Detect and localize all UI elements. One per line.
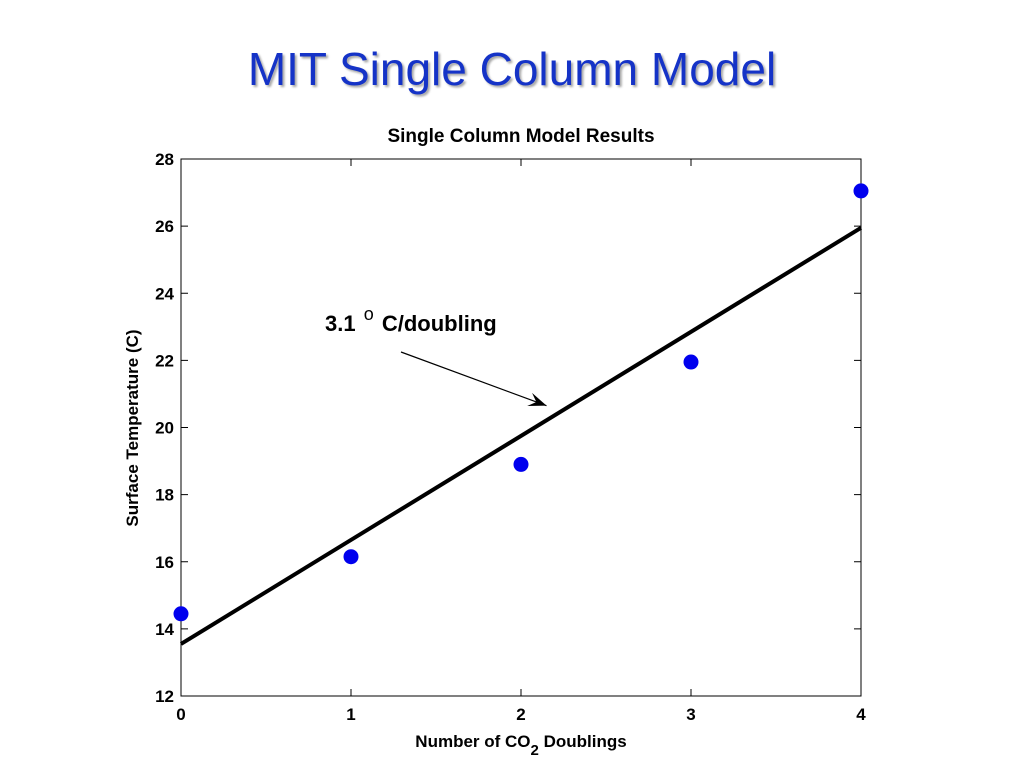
y-tick-label: 26 bbox=[155, 217, 174, 236]
x-axis-label-suffix: Doublings bbox=[539, 732, 627, 751]
plot-frame bbox=[180, 158, 862, 697]
slide-title: MIT Single Column Model bbox=[247, 43, 777, 95]
chart-title: Single Column Model Results bbox=[387, 126, 654, 147]
y-axis-label: Surface Temperature (C) bbox=[123, 329, 142, 526]
data-point bbox=[343, 549, 359, 565]
x-axis-label-subscript: 2 bbox=[531, 742, 539, 759]
y-tick-label: 24 bbox=[155, 284, 174, 303]
x-axis-label-prefix: Number of CO bbox=[415, 732, 530, 751]
x-tick-label: 1 bbox=[346, 705, 355, 724]
data-point bbox=[853, 183, 869, 199]
x-tick-label: 4 bbox=[856, 705, 866, 724]
x-tick-label: 3 bbox=[686, 705, 695, 724]
y-tick-label: 18 bbox=[155, 486, 174, 505]
y-tick-label: 12 bbox=[155, 687, 174, 706]
annotation-arrow-shaft bbox=[400, 351, 547, 407]
y-tick-label: 28 bbox=[155, 150, 174, 169]
y-tick-label: 16 bbox=[155, 553, 174, 572]
y-tick-label: 22 bbox=[155, 351, 174, 370]
x-tick-label: 0 bbox=[176, 705, 185, 724]
x-axis-label: Number of CO2 Doublings bbox=[415, 732, 626, 759]
x-tick-label: 2 bbox=[516, 705, 525, 724]
regression-line bbox=[179, 226, 863, 646]
data-point bbox=[683, 354, 699, 370]
annotation-arrow-head bbox=[527, 392, 547, 407]
slope-unit: C/doubling bbox=[382, 311, 497, 336]
slope-value: 3.1 bbox=[325, 311, 356, 336]
data-point bbox=[173, 606, 189, 622]
data-point bbox=[513, 456, 529, 472]
y-tick-label: 20 bbox=[155, 419, 174, 438]
y-tick-label: 14 bbox=[155, 620, 174, 639]
degree-symbol: o bbox=[364, 304, 374, 324]
slope-annotation: 3.1 o C/doubling bbox=[325, 300, 497, 336]
